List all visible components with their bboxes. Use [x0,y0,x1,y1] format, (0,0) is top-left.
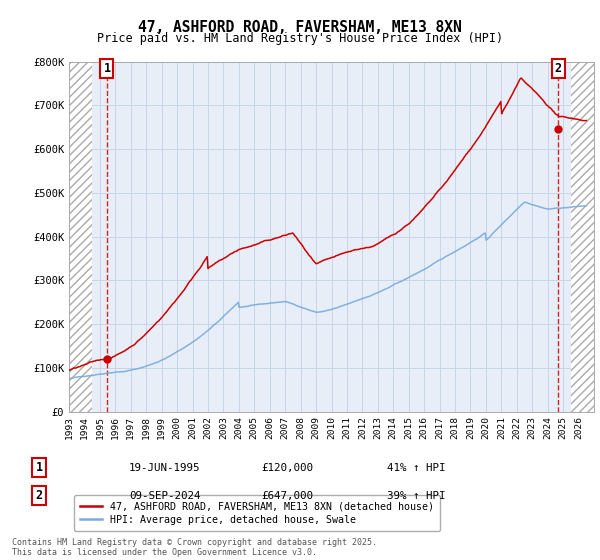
Text: Price paid vs. HM Land Registry's House Price Index (HPI): Price paid vs. HM Land Registry's House … [97,32,503,45]
Legend: 47, ASHFORD ROAD, FAVERSHAM, ME13 8XN (detached house), HPI: Average price, deta: 47, ASHFORD ROAD, FAVERSHAM, ME13 8XN (d… [74,496,440,531]
Text: 19-JUN-1995: 19-JUN-1995 [129,463,200,473]
Text: 39% ↑ HPI: 39% ↑ HPI [387,491,445,501]
Text: £647,000: £647,000 [261,491,313,501]
Text: 2: 2 [35,489,43,502]
Text: 47, ASHFORD ROAD, FAVERSHAM, ME13 8XN: 47, ASHFORD ROAD, FAVERSHAM, ME13 8XN [138,20,462,35]
Text: 1: 1 [103,62,110,74]
Text: 09-SEP-2024: 09-SEP-2024 [129,491,200,501]
Text: 41% ↑ HPI: 41% ↑ HPI [387,463,445,473]
Text: 1: 1 [35,461,43,474]
Text: 2: 2 [555,62,562,74]
Text: Contains HM Land Registry data © Crown copyright and database right 2025.
This d: Contains HM Land Registry data © Crown c… [12,538,377,557]
Bar [69,62,92,412]
Bar [571,62,594,412]
Text: £120,000: £120,000 [261,463,313,473]
